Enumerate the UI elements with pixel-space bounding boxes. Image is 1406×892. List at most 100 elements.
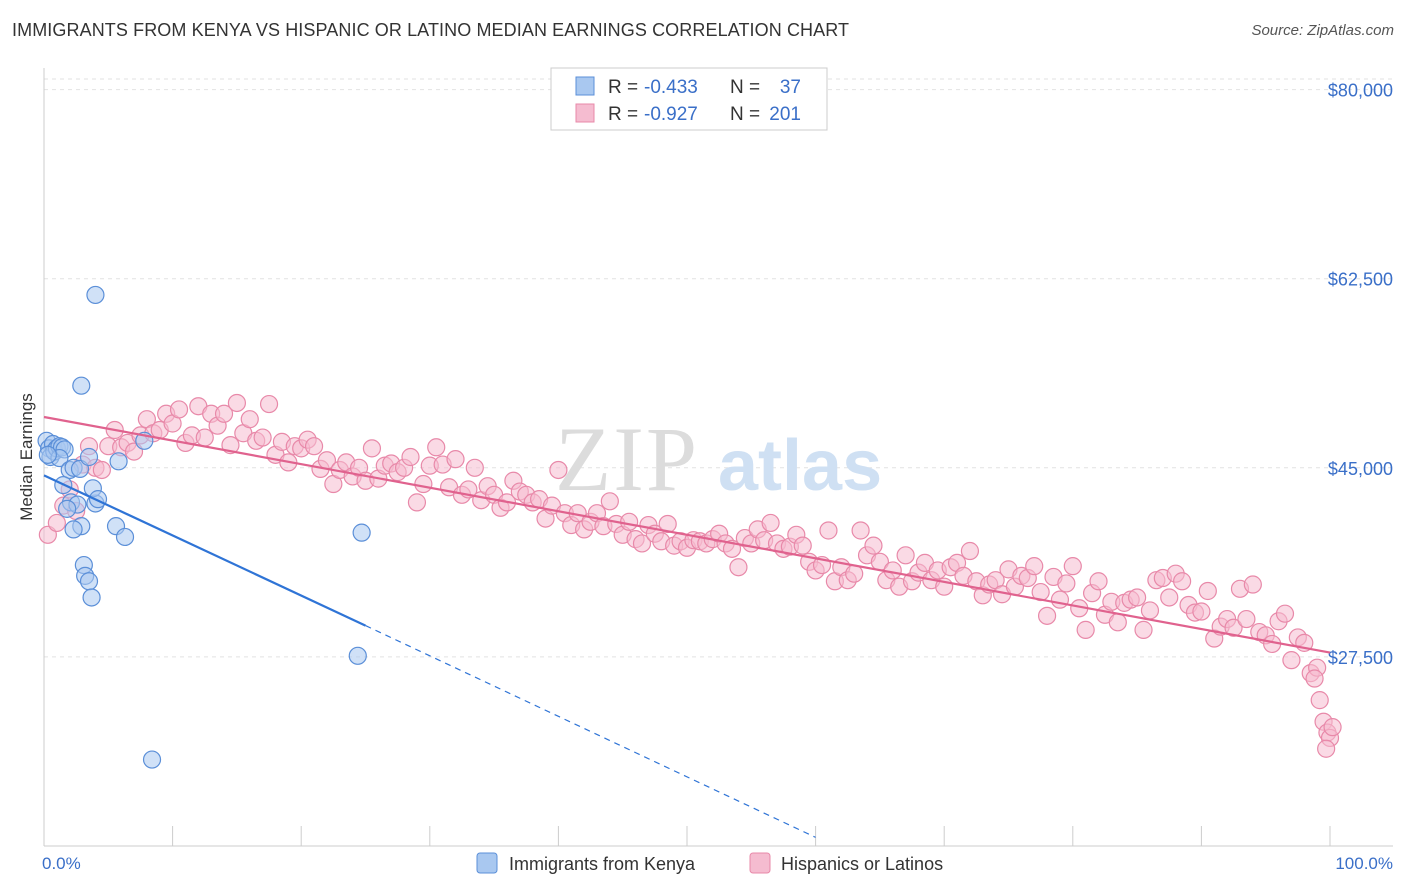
hispanic-point [1076, 620, 1095, 639]
hispanic-point [1243, 575, 1262, 594]
kenya-point [58, 499, 77, 518]
hispanic-point [761, 513, 780, 533]
kenya-point [88, 490, 108, 509]
hispanic-point [92, 460, 111, 480]
stats-kenya-n-value: 37 [780, 77, 801, 98]
hispanic-point [1108, 613, 1127, 632]
hispanic-point [195, 428, 214, 447]
hispanic-point [819, 521, 838, 540]
hispanic-point [1317, 739, 1336, 758]
legend: Immigrants from Kenya Hispanics or Latin… [476, 852, 943, 874]
hispanic-point [896, 546, 915, 565]
stats-hispanic-n-value: 201 [769, 104, 801, 125]
kenya-points [37, 285, 371, 769]
hispanic-point [1275, 604, 1295, 623]
kenya-point [38, 445, 57, 464]
hispanic-point [407, 493, 427, 512]
hispanic-point [632, 534, 652, 553]
hispanic-point [1134, 620, 1153, 639]
hispanic-point [620, 512, 639, 531]
kenya-trendline [43, 474, 366, 627]
hispanic-point [1160, 588, 1179, 607]
watermark: ZIP atlas [555, 408, 882, 510]
kenya-trendline-extension [365, 625, 816, 838]
hispanic-point [658, 514, 677, 534]
hispanic-points [38, 393, 1342, 758]
hispanic-point [401, 447, 420, 467]
kenya-point [86, 285, 105, 305]
hispanic-point [1192, 602, 1211, 621]
stats-kenya-r-value: -0.433 [644, 77, 698, 98]
stats-kenya-swatch [575, 76, 595, 96]
stats-kenya-n-label: N = [730, 77, 760, 98]
x-tick-label-max: 100.0% [1335, 854, 1393, 873]
hispanic-point [253, 428, 272, 447]
hispanic-point [1237, 609, 1256, 629]
hispanic-point [851, 521, 870, 540]
hispanic-point [1310, 691, 1329, 710]
stats-hispanic-r-label: R = [608, 104, 638, 125]
hispanic-point [793, 536, 812, 555]
y-tick-label: $80,000 [1328, 81, 1393, 101]
stats-hispanic-r-value: -0.927 [644, 104, 698, 125]
hispanic-point [1050, 590, 1070, 609]
y-axis-label: Median Earnings [17, 393, 36, 521]
y-tick-labels: $27,500 $45,000 $62,500 $80,000 [1328, 81, 1393, 668]
hispanic-point [446, 450, 465, 469]
hispanic-point [600, 492, 619, 511]
kenya-point [109, 452, 128, 471]
hispanic-point [549, 460, 568, 480]
hispanic-point [1198, 581, 1217, 601]
hispanic-point [1025, 557, 1044, 576]
hispanic-point [1089, 572, 1108, 591]
chart-source: Source: ZipAtlas.com [1251, 22, 1394, 39]
hispanic-point [1282, 651, 1301, 670]
hispanic-point [1173, 572, 1192, 591]
x-tick-label-min: 0.0% [42, 854, 81, 873]
stats-hispanic-swatch [575, 103, 595, 123]
hispanic-point [845, 564, 864, 583]
hispanic-point [414, 474, 433, 494]
hispanic-point [1323, 718, 1342, 737]
legend-kenya-label: Immigrants from Kenya [509, 854, 696, 874]
hispanic-point [1057, 574, 1076, 593]
hispanic-point [1224, 618, 1243, 637]
hispanic-point [1063, 557, 1082, 576]
hispanic-point [259, 394, 279, 414]
hispanic-point [304, 437, 324, 456]
hispanic-point [465, 458, 484, 477]
kenya-point [115, 527, 135, 547]
hispanic-trendline [43, 415, 1331, 654]
svg-text:atlas: atlas [718, 426, 882, 506]
hispanic-point [1127, 588, 1147, 607]
hispanic-point [729, 558, 748, 577]
chart-title: IMMIGRANTS FROM KENYA VS HISPANIC OR LAT… [12, 20, 850, 40]
hispanic-point [1140, 601, 1160, 620]
hispanic-point [214, 404, 234, 423]
hispanic-point [169, 400, 189, 419]
kenya-point [352, 523, 371, 542]
y-tick-label: $27,500 [1328, 648, 1393, 668]
hispanic-point [240, 410, 259, 429]
kenya-point [348, 646, 367, 665]
kenya-point [79, 447, 99, 467]
kenya-point [64, 520, 83, 539]
stats-hispanic-n-label: N = [730, 104, 760, 125]
hispanic-point [1037, 606, 1057, 625]
hispanic-point [47, 513, 66, 533]
y-tick-label: $45,000 [1328, 459, 1393, 479]
legend-hispanic-swatch [749, 852, 771, 874]
stats-box: R = -0.433 N = 37 R = -0.927 N = 201 [550, 67, 828, 131]
legend-hispanic-label: Hispanics or Latinos [781, 854, 943, 874]
y-tick-label: $62,500 [1328, 270, 1393, 290]
trend-lines [43, 415, 1331, 838]
kenya-point [142, 750, 162, 769]
hispanic-point [1305, 669, 1324, 688]
hispanic-point [960, 541, 980, 561]
hispanic-point [362, 439, 382, 458]
hispanic-point [227, 393, 246, 413]
kenya-point [82, 588, 101, 607]
legend-kenya-swatch [476, 852, 498, 874]
stats-kenya-r-label: R = [608, 77, 638, 98]
